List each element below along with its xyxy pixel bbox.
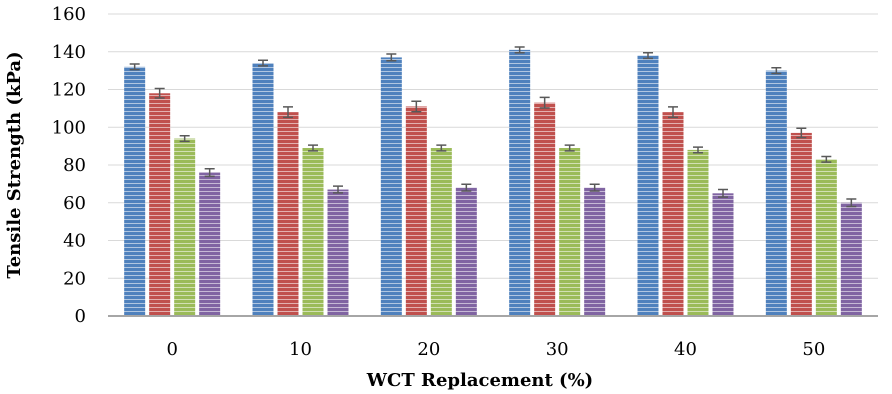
bar <box>534 102 556 317</box>
bar <box>790 132 812 316</box>
bar <box>252 63 274 317</box>
bar <box>509 49 531 317</box>
bar <box>687 149 709 316</box>
error-bar <box>564 144 575 152</box>
y-tick-label: 120 <box>52 80 86 101</box>
error-bar <box>333 185 343 194</box>
y-tick-label: 140 <box>52 42 86 63</box>
bar <box>584 187 606 316</box>
bar <box>765 70 787 316</box>
x-tick-label: 50 <box>802 339 825 360</box>
bar <box>277 112 299 317</box>
bar <box>380 57 402 316</box>
error-bar <box>411 100 422 113</box>
bar <box>405 106 427 316</box>
error-bar <box>718 188 728 198</box>
error-bar <box>796 127 807 139</box>
y-tick-label: 100 <box>52 117 86 138</box>
x-tick-label: 20 <box>417 339 440 360</box>
bar <box>712 193 734 316</box>
error-bar <box>539 96 550 109</box>
error-bar <box>154 87 165 99</box>
bar <box>637 55 659 317</box>
error-bar <box>204 168 215 178</box>
y-tick-label: 0 <box>75 306 86 327</box>
x-tick-label: 0 <box>166 339 177 360</box>
error-bar <box>283 106 293 119</box>
error-bar <box>461 183 472 192</box>
error-bar <box>643 51 653 60</box>
bar <box>662 112 684 317</box>
bar <box>815 159 837 316</box>
x-tick-label: 40 <box>674 339 697 360</box>
bar <box>124 66 146 316</box>
y-tick-label: 40 <box>63 231 86 252</box>
y-tick-label: 60 <box>63 193 86 214</box>
bar <box>840 202 862 316</box>
bar <box>327 189 349 316</box>
bar <box>149 93 171 317</box>
axes: 0 20 40 60 80 100 120 140 160 0 10 20 30 40 50 <box>52 4 878 360</box>
error-bar <box>514 46 525 54</box>
error-bar <box>589 183 600 192</box>
error-bar <box>308 144 318 152</box>
error-bar <box>771 67 782 75</box>
bars <box>124 46 862 317</box>
bar <box>199 172 221 316</box>
error-bar <box>668 106 678 119</box>
error-bar <box>129 63 140 71</box>
error-bar <box>179 134 190 143</box>
x-tick-label: 30 <box>546 339 569 360</box>
error-bar <box>386 53 397 62</box>
y-tick-label: 20 <box>63 268 86 289</box>
bar <box>455 187 477 316</box>
x-axis-title: WCT Replacement (%) <box>366 370 593 391</box>
bar <box>430 148 452 316</box>
error-bar <box>258 59 268 67</box>
y-tick-label: 160 <box>52 4 86 25</box>
error-bar <box>436 144 447 152</box>
x-tick-label: 10 <box>289 339 312 360</box>
y-tick-label: 80 <box>63 155 86 176</box>
gridlines <box>108 13 878 279</box>
error-bar <box>821 155 832 163</box>
error-bar <box>693 146 703 154</box>
bar <box>559 148 581 316</box>
error-bar <box>846 198 857 208</box>
bar <box>302 148 324 316</box>
bar <box>174 138 196 316</box>
y-axis-title: Tensile Strength (kPa) <box>4 51 25 278</box>
